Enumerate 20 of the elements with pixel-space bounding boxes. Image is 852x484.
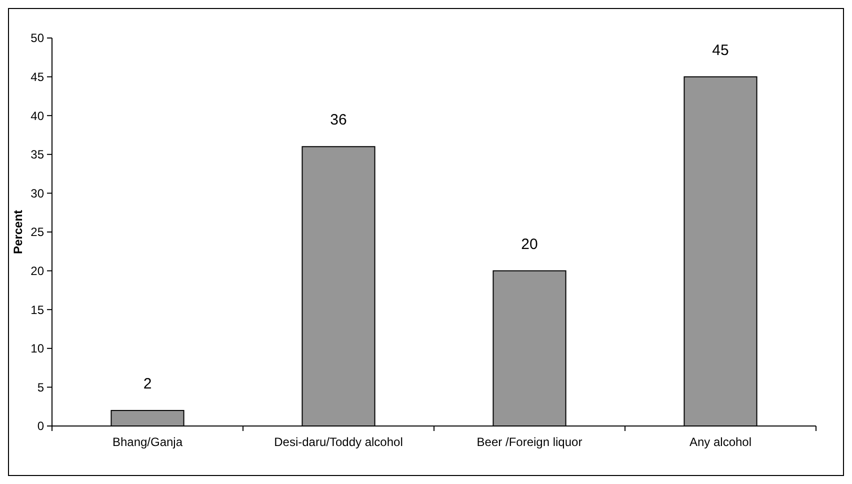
- data-label: 2: [143, 375, 152, 392]
- x-tick-label: Bhang/Ganja: [112, 435, 183, 449]
- y-tick-label: 20: [30, 264, 44, 278]
- y-tick-label: 10: [30, 342, 44, 356]
- y-axis-title: Percent: [11, 210, 25, 254]
- y-tick-label: 0: [37, 419, 44, 434]
- data-label: 20: [521, 236, 538, 253]
- y-tick-label: 5: [37, 380, 44, 394]
- y-tick-label: 50: [30, 31, 44, 46]
- x-tick-label: Desi-daru/Toddy alcohol: [274, 435, 403, 449]
- y-tick-label: 45: [30, 70, 44, 84]
- y-tick-label: 30: [30, 186, 44, 200]
- y-tick-label: 35: [30, 148, 44, 162]
- y-tick-label: 40: [30, 108, 44, 123]
- x-tick-label: Beer /Foreign liquor: [476, 435, 582, 449]
- y-tick-label: 25: [30, 225, 44, 240]
- x-tick-label: Any alcohol: [689, 435, 752, 449]
- data-label: 36: [330, 112, 347, 129]
- data-label: 45: [712, 42, 729, 59]
- y-tick-label: 15: [30, 302, 44, 317]
